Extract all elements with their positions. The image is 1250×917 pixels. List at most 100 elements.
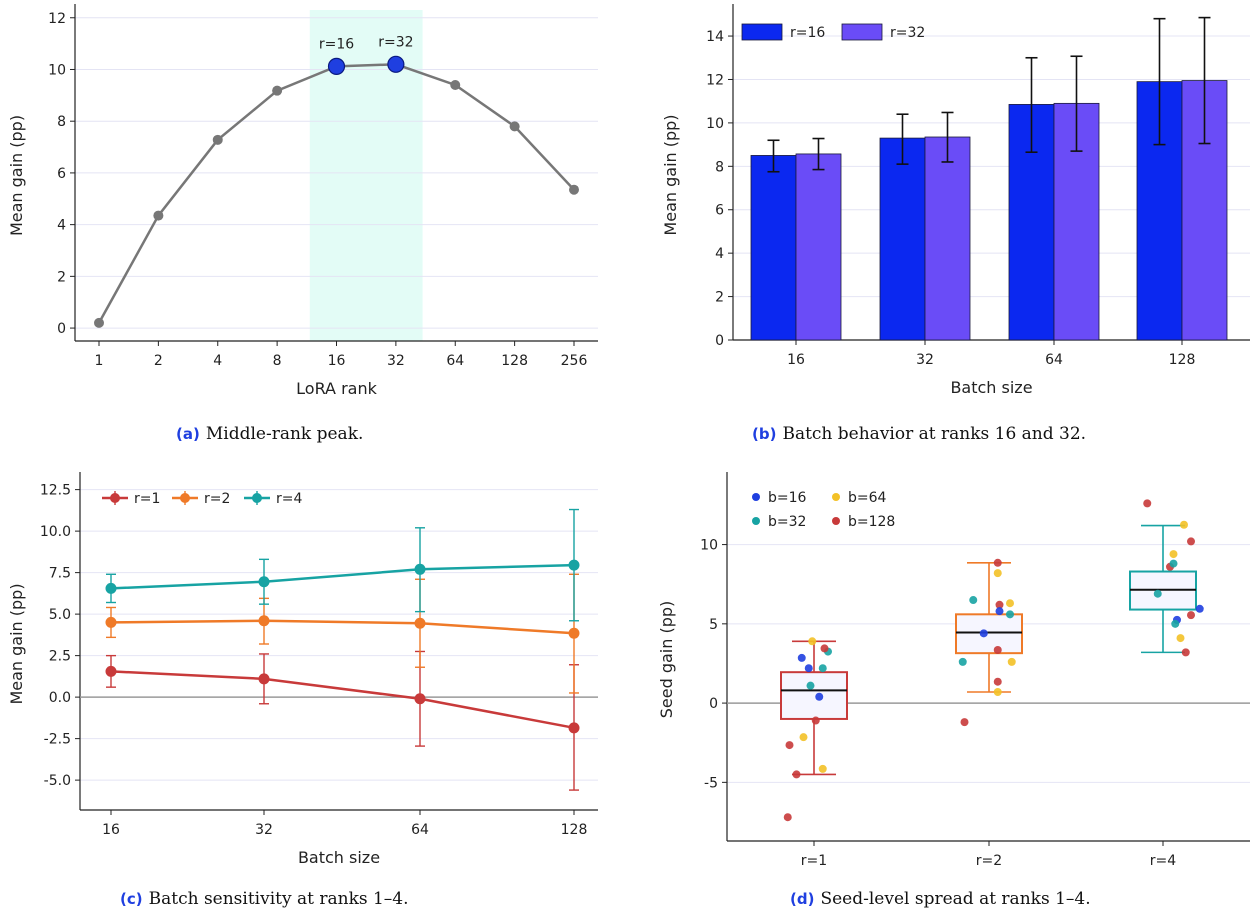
x-tick-label: 16 (328, 353, 346, 369)
legend-label: b=16 (768, 490, 807, 506)
x-tick-label: 16 (102, 822, 120, 838)
seed-point (815, 692, 824, 701)
legend-label: b=32 (768, 514, 806, 530)
bar-r=32 (1053, 102, 1100, 341)
data-point (153, 210, 164, 221)
y-tick-label: 10.0 (40, 524, 71, 540)
panel-b-batch-bar-chart: 0 2 4 6 8 10 12 14 Mean gain (pp) Batch size 16 32 6… (661, 4, 1250, 397)
data-point (94, 317, 104, 328)
y-tick-label: 7.5 (49, 566, 71, 582)
y-tick-label: -5 (704, 775, 718, 791)
seed-point (783, 813, 792, 822)
x-tick-label: 32 (916, 352, 934, 368)
caption-c-text: Batch sensitivity at ranks 1–4. (148, 889, 409, 909)
y-tick-label: 0 (715, 333, 724, 349)
seed-point (993, 569, 1002, 578)
seed-point (797, 653, 806, 662)
seed-point (818, 764, 827, 773)
y-tick-label: 12.5 (40, 483, 71, 499)
x-axis-label: Batch size (950, 378, 1032, 397)
seed-point (1187, 611, 1195, 620)
legend-swatch (741, 23, 783, 41)
y-tick-label: -2.5 (44, 732, 71, 748)
legend-label: r=4 (276, 491, 302, 507)
legend-swatch (841, 23, 883, 41)
legend-label: r=2 (204, 491, 230, 507)
y-tick-label: 2.5 (49, 649, 71, 665)
legend-marker (180, 493, 190, 503)
y-tick-label: 8 (57, 114, 66, 130)
caption-d: (d) Seed-level spread at ranks 1–4. (790, 889, 1091, 909)
caption-b-text: Batch behavior at ranks 16 and 32. (782, 424, 1087, 444)
y-axis-label: Mean gain (pp) (7, 115, 26, 236)
seed-point (785, 741, 794, 750)
legend-marker (752, 493, 760, 501)
x-tick-label: 64 (1045, 352, 1063, 368)
legend-marker (832, 493, 840, 501)
y-tick-label: 0.0 (49, 690, 71, 706)
peak-label: r=16 (319, 36, 354, 52)
x-tick-label: 32 (387, 353, 405, 369)
data-point-r=2 (568, 627, 580, 639)
y-tick-label: 10 (706, 116, 724, 132)
seed-point (995, 600, 1004, 609)
legend-label: r=16 (790, 25, 825, 41)
data-point-r=4 (414, 563, 426, 575)
seed-point (820, 644, 829, 653)
caption-a-tag: (a) (176, 425, 200, 443)
seed-point (979, 629, 988, 638)
x-axis-label: LoRA rank (296, 379, 377, 398)
bar-r=32 (795, 153, 842, 341)
y-tick-label: 4 (57, 218, 66, 234)
seed-point (1169, 559, 1178, 568)
seed-point (1180, 520, 1188, 529)
data-point-r=1 (258, 673, 270, 685)
data-point (387, 55, 405, 73)
x-tick-label: 2 (154, 353, 163, 369)
data-point (569, 184, 579, 195)
seed-point (1187, 537, 1195, 546)
x-tick-label: 128 (501, 353, 528, 369)
data-point (272, 85, 283, 96)
seed-point (958, 657, 967, 666)
x-tick-label: 256 (561, 353, 588, 369)
legend-label: b=64 (848, 490, 887, 506)
seed-point (1171, 619, 1180, 628)
seed-point (818, 664, 827, 673)
seed-point (993, 677, 1002, 686)
caption-b-tag: (b) (752, 425, 777, 443)
y-tick-label: 12 (706, 72, 724, 88)
data-point-r=4 (105, 582, 117, 594)
caption-c: (c) Batch sensitivity at ranks 1–4. (120, 889, 409, 909)
seed-point (1007, 657, 1016, 666)
caption-a: (a) Middle-rank peak. (176, 424, 363, 444)
caption-b: (b) Batch behavior at ranks 16 and 32. (752, 424, 1086, 444)
series-line-r=4 (110, 563, 575, 590)
seed-point (969, 596, 978, 605)
seed-point (1143, 499, 1152, 508)
seed-point (993, 558, 1002, 567)
series-line-r=1 (110, 670, 575, 730)
seed-point (799, 733, 808, 742)
x-tick-label: 8 (273, 353, 282, 369)
peak-label: r=32 (378, 34, 413, 50)
highlight-band (309, 10, 423, 341)
series-line-r=2 (110, 619, 575, 635)
bar-r=16 (879, 137, 926, 341)
y-tick-label: -5.0 (44, 773, 71, 789)
seed-point (1153, 589, 1162, 598)
y-tick-label: 5 (709, 617, 718, 633)
seed-point (1195, 604, 1204, 613)
legend-label: r=1 (134, 491, 160, 507)
x-tick-label: 128 (1169, 352, 1196, 368)
panel-d-seed-box-chart: -5 0 5 10 Seed gain (pp) r=1 r=2 r=4 b=16 b=64 b=3… (657, 472, 1250, 869)
y-tick-label: 6 (715, 203, 724, 219)
data-point-r=1 (414, 693, 426, 705)
x-tick-label: r=4 (1150, 853, 1176, 869)
y-tick-label: 2 (715, 290, 724, 306)
y-tick-label: 0 (709, 696, 718, 712)
y-tick-label: 12 (48, 11, 66, 27)
x-tick-label: r=1 (801, 853, 827, 869)
data-point-r=2 (105, 616, 117, 628)
